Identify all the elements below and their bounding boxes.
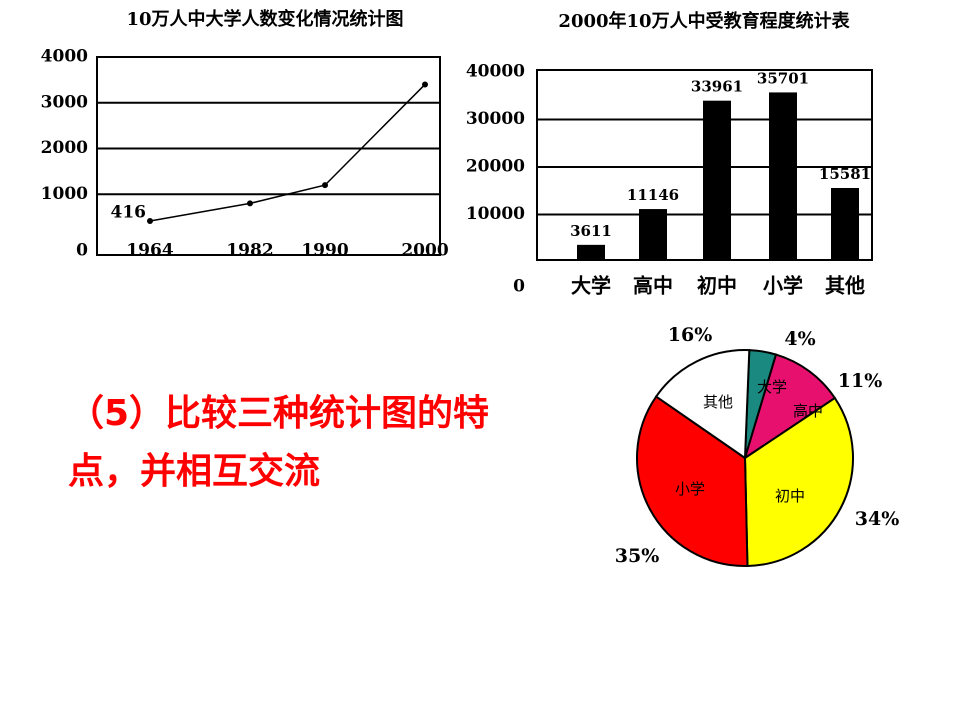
value-label: 4% bbox=[784, 328, 815, 350]
y-tick-label: 4000 bbox=[41, 47, 88, 67]
x-tick-label: 高中 bbox=[633, 274, 673, 298]
y-tick-label: 30000 bbox=[466, 109, 525, 129]
bar bbox=[703, 100, 731, 261]
y-tick-label: 3000 bbox=[41, 92, 88, 112]
value-label: 16% bbox=[668, 324, 713, 346]
point bbox=[422, 81, 428, 88]
y-tick-label: 40000 bbox=[466, 62, 525, 82]
bar bbox=[831, 187, 859, 260]
point bbox=[247, 200, 253, 207]
chart-title: 10万人中大学人数变化情况统计图 bbox=[126, 8, 403, 30]
y-tick-label: 0 bbox=[513, 277, 525, 297]
value-label: 3611 bbox=[570, 222, 612, 240]
y-tick-label: 20000 bbox=[466, 157, 525, 177]
value-label: 11% bbox=[838, 370, 883, 392]
pie-slice bbox=[743, 353, 837, 461]
point bbox=[147, 217, 153, 224]
x-tick-label: 大学 bbox=[571, 274, 611, 298]
value-label: 15581 bbox=[819, 165, 871, 183]
value-label: 34% bbox=[855, 508, 900, 530]
slice-label: 初中 bbox=[775, 487, 805, 505]
value-label: 33961 bbox=[691, 78, 743, 96]
point bbox=[322, 182, 328, 189]
slide-text: （5）比较三种统计图的特点，并相互交流 bbox=[68, 393, 490, 492]
slice-label: 其他 bbox=[703, 393, 733, 411]
chart-title: 2000年10万人中受教育程度统计表 bbox=[558, 10, 850, 32]
x-tick-label: 其他 bbox=[825, 274, 865, 298]
bar bbox=[577, 244, 605, 260]
x-tick-label: 1964 bbox=[126, 241, 173, 261]
pie-slice bbox=[654, 349, 751, 460]
y-tick-label: 10000 bbox=[466, 204, 525, 224]
bar bbox=[639, 209, 667, 260]
y-tick-label: 1000 bbox=[41, 184, 88, 204]
slice-label: 小学 bbox=[675, 480, 705, 498]
plot-frame bbox=[96, 56, 441, 256]
pie-slice bbox=[743, 396, 854, 567]
x-tick-label: 1990 bbox=[301, 241, 348, 261]
value-label: 11146 bbox=[627, 186, 679, 204]
slice-label: 大学 bbox=[757, 378, 787, 396]
value-label: 35701 bbox=[757, 69, 809, 87]
line bbox=[149, 83, 426, 222]
y-tick-label: 2000 bbox=[41, 138, 88, 158]
x-tick-label: 初中 bbox=[697, 274, 737, 298]
value-label: 416 bbox=[111, 202, 147, 222]
y-tick-label: 0 bbox=[76, 241, 88, 261]
x-tick-label: 小学 bbox=[763, 274, 803, 298]
x-tick-label: 2000 bbox=[401, 241, 448, 261]
slice-label: 高中 bbox=[793, 402, 823, 420]
pie-slice bbox=[636, 395, 749, 567]
bar bbox=[769, 92, 797, 260]
x-tick-label: 1982 bbox=[226, 241, 273, 261]
value-label: 35% bbox=[615, 545, 660, 567]
